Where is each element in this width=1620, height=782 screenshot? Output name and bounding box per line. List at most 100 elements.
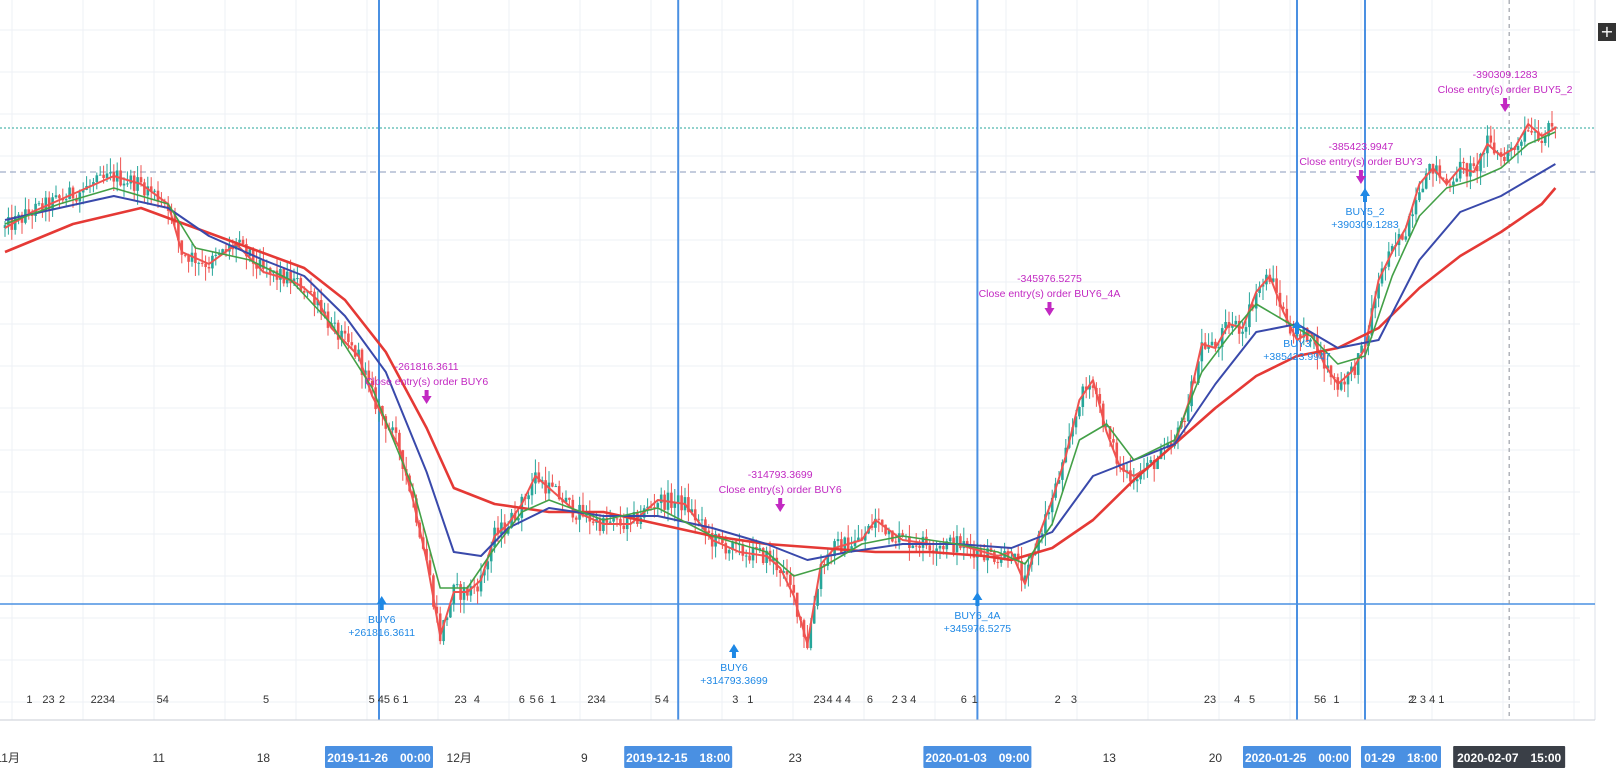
candle-body xyxy=(880,519,884,525)
candle-body xyxy=(965,541,969,545)
buy-signal-name: BUY6 xyxy=(720,662,748,674)
candle-body xyxy=(438,613,442,642)
candle-body xyxy=(1418,192,1421,201)
candle-body xyxy=(78,192,82,202)
candle-body xyxy=(557,486,561,500)
candle-body xyxy=(1472,163,1476,166)
x-highlight-badge xyxy=(624,746,733,768)
candle-body xyxy=(908,536,911,549)
candle-body xyxy=(1380,268,1384,284)
trade-tick-label: 23 xyxy=(454,694,466,706)
candle-body xyxy=(646,506,649,509)
candle-body xyxy=(863,533,867,541)
candle-body xyxy=(663,494,666,510)
candle-body xyxy=(1520,141,1523,146)
candle-body xyxy=(479,575,483,592)
candle-body xyxy=(129,175,133,184)
candle-body xyxy=(608,521,612,523)
candle-body xyxy=(496,527,500,535)
candle-body xyxy=(364,370,367,375)
candle-body xyxy=(445,617,449,621)
candle-body xyxy=(1295,334,1299,337)
candle-body xyxy=(1554,126,1557,129)
candle-body xyxy=(1390,246,1394,252)
candle-body xyxy=(1129,470,1132,482)
candle-body xyxy=(551,482,554,487)
candle-body xyxy=(126,183,129,185)
candle-body xyxy=(870,525,874,528)
candle-body xyxy=(823,563,826,566)
candle-body xyxy=(241,239,245,245)
candle-body xyxy=(435,606,439,614)
candle-body xyxy=(1023,575,1027,581)
candle-body xyxy=(1183,420,1187,422)
trade-tick-label: 5 xyxy=(1249,694,1255,706)
close-arrow-icon xyxy=(421,390,432,404)
candle-body xyxy=(1020,560,1023,581)
candle-body xyxy=(986,548,989,561)
candle-body xyxy=(92,182,95,186)
candle-body xyxy=(1234,320,1238,325)
candle-body xyxy=(455,584,459,586)
trade-tick-label: 1 xyxy=(550,694,556,706)
candle-body xyxy=(772,557,775,562)
buy-signal-name: BUY6_4A xyxy=(954,610,1000,622)
candle-body xyxy=(3,225,7,228)
candle-body xyxy=(1411,214,1414,217)
candle-body xyxy=(30,214,34,216)
candle-body xyxy=(1061,462,1064,480)
trade-tick-label: 6 xyxy=(538,694,544,706)
close-arrow-icon xyxy=(775,498,786,512)
ma-fast-line xyxy=(4,131,1556,589)
x-tick-label: 13 xyxy=(1103,751,1117,765)
candle-body xyxy=(721,538,724,544)
candle-body xyxy=(727,549,731,554)
candle-body xyxy=(826,554,830,566)
candle-body xyxy=(149,186,153,192)
candle-body xyxy=(1214,341,1217,349)
trade-tick-label: 23 xyxy=(42,694,54,706)
trade-tick-label: 234 xyxy=(587,694,605,706)
close-signal-name: Close entry(s) order BUY6_4A xyxy=(979,288,1121,300)
candle-body xyxy=(928,545,932,551)
candle-body xyxy=(146,186,150,196)
candle-body xyxy=(54,195,58,198)
candle-body xyxy=(819,563,823,589)
close-line xyxy=(4,123,1556,645)
trade-tick-label: 6 xyxy=(961,694,967,706)
candle-body xyxy=(292,278,296,284)
x-highlight-label: 2019-11-26 00:00 xyxy=(327,751,431,765)
candle-body xyxy=(568,497,571,500)
candle-body xyxy=(1050,497,1054,513)
candle-body xyxy=(296,278,299,280)
candle-body xyxy=(687,497,690,513)
candle-body xyxy=(1282,306,1285,309)
candle-body xyxy=(1537,131,1540,141)
trade-tick-label: 6 xyxy=(867,694,873,706)
trade-tick-label: 2 xyxy=(59,694,65,706)
candle-body xyxy=(1370,308,1374,336)
buy-signal-profit: +385423.9947 xyxy=(1263,351,1331,363)
candle-body xyxy=(1540,140,1544,143)
candle-body xyxy=(1200,342,1204,362)
candle-body xyxy=(81,189,85,193)
candle-body xyxy=(1166,442,1170,447)
x-highlight-label: 2019-12-15 18:00 xyxy=(626,751,730,765)
trade-tick-label: 4 xyxy=(474,694,480,706)
candle-body xyxy=(68,187,71,200)
candle-body xyxy=(625,516,629,530)
candle-body xyxy=(75,198,78,202)
candle-body xyxy=(415,498,418,523)
candle-body xyxy=(527,495,530,500)
candle-body xyxy=(343,330,347,334)
trade-tick-label: 6 xyxy=(519,694,525,706)
trade-tick-label: 4 xyxy=(1234,694,1240,706)
candle-body xyxy=(1186,406,1190,422)
candle-body xyxy=(221,249,224,254)
add-button[interactable]: + xyxy=(1598,23,1616,41)
candle-body xyxy=(1469,163,1472,177)
candle-body xyxy=(207,267,211,269)
